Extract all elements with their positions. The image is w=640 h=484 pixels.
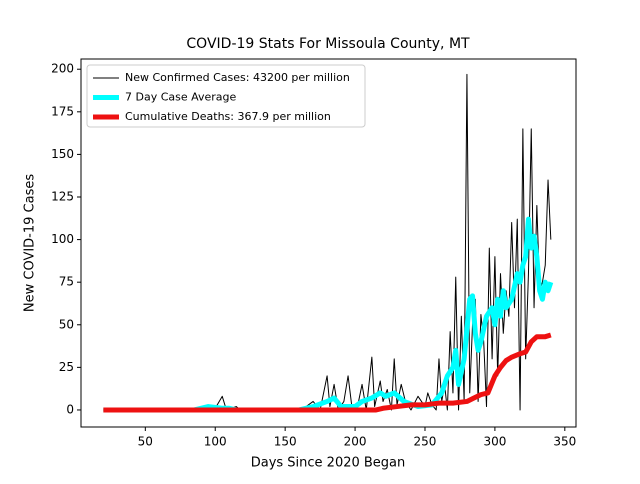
plot-frame [80,58,577,428]
series-line [103,332,552,413]
y-tick-label: 100 [51,232,74,246]
y-tick-label: 25 [59,360,74,374]
y-tick-label: 50 [59,317,74,331]
x-axis-label: Days Since 2020 Began [251,456,406,471]
chart-title: COVID-19 Stats For Missoula County, MT [186,36,470,52]
y-tick-label: 75 [59,275,74,289]
legend-box [86,64,366,128]
x-tick-label: 200 [344,435,367,449]
legend-label: New Confirmed Cases: 43200 per million [125,71,350,84]
y-tick-label: 125 [51,190,74,204]
legend-label: 7 Day Case Average [125,91,237,104]
x-tick-label: 50 [138,435,153,449]
x-tick-label: 250 [414,435,437,449]
y-tick-label: 200 [51,62,74,76]
x-tick-label: 300 [483,435,506,449]
x-tick-label: 150 [274,435,297,449]
x-tick-label: 350 [553,435,576,449]
y-axis-label: New COVID-19 Cases [23,174,38,312]
y-tick-label: 150 [51,147,74,161]
y-tick-label: 0 [66,402,74,416]
x-tick-label: 100 [204,435,227,449]
y-tick-label: 175 [51,104,74,118]
legend-label: Cumulative Deaths: 367.9 per million [125,110,331,123]
series-line [103,216,554,413]
